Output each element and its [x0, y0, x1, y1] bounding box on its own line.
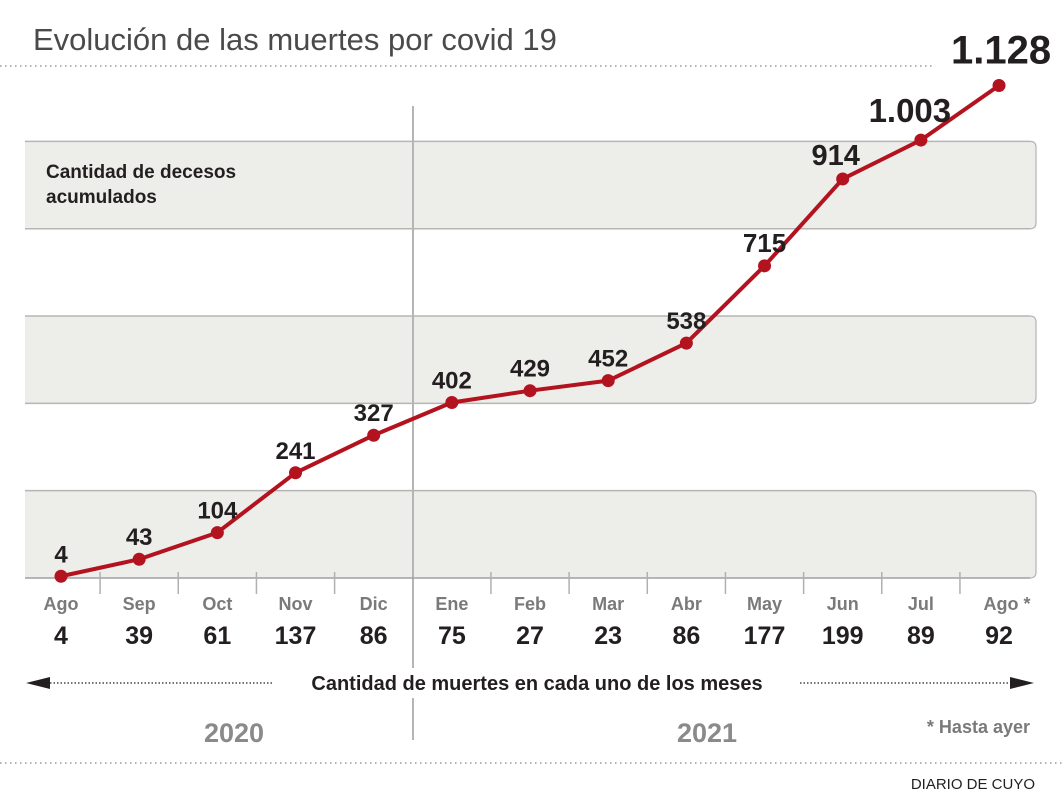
data-label: 241	[275, 438, 315, 465]
monthly-value-label: 23	[594, 622, 622, 650]
grid-band-left-square	[25, 490, 45, 578]
data-point	[210, 526, 224, 540]
data-label: 914	[812, 140, 860, 172]
caption-bg	[274, 668, 800, 698]
data-label: 715	[743, 228, 786, 258]
arrow-right-icon	[1010, 677, 1034, 689]
monthly-value-label: 199	[822, 622, 864, 650]
y-axis-label-line2: acumulados	[46, 187, 157, 208]
x-labels: Ago 4 Sep 39 Oct 61 Nov 137 Dic 86 Ene 75 Feb 27 Mar 23…	[44, 594, 1031, 650]
data-point	[914, 133, 928, 147]
grid-band	[25, 316, 1036, 404]
data-label: 104	[197, 498, 238, 525]
footnote: * Hasta ayer	[927, 717, 1030, 737]
grid-band-right-edge	[1029, 490, 1037, 579]
monthly-value-label: 177	[744, 622, 786, 650]
monthly-value-label: 137	[275, 622, 317, 650]
data-label: 402	[432, 367, 472, 394]
x-tick-label: Oct	[202, 594, 232, 614]
grid-band-left-square	[25, 141, 45, 229]
arrow-left-icon	[26, 677, 50, 689]
monthly-value-label: 39	[125, 622, 153, 650]
monthly-value-label: 89	[907, 622, 935, 650]
data-point	[523, 384, 537, 398]
grid-band-right-edge	[1029, 315, 1037, 404]
monthly-value-label: 61	[203, 622, 231, 650]
data-label: 538	[666, 308, 706, 335]
data-point	[132, 552, 146, 566]
data-point	[836, 172, 850, 186]
series-cumulative: 4 43 104 241 327 402 429 452 538 715 914 1.003 1.128	[54, 29, 1051, 583]
monthly-value-label: 86	[672, 622, 700, 650]
x-tick-label: May	[747, 594, 782, 614]
monthly-value-label: 27	[516, 622, 544, 650]
data-label: 327	[354, 400, 394, 427]
grid-bands	[25, 140, 1037, 579]
data-point	[445, 395, 459, 409]
grid-band	[25, 490, 1036, 578]
data-label: 1.003	[869, 92, 952, 129]
monthly-caption: Cantidad de muertes en cada uno de los m…	[311, 673, 762, 695]
x-axis	[25, 572, 1030, 594]
data-point	[992, 79, 1006, 93]
data-point	[679, 336, 693, 350]
data-point	[54, 569, 68, 583]
year-label-2021: 2021	[677, 718, 737, 748]
x-tick-label: Sep	[123, 594, 156, 614]
x-tick-label: Nov	[279, 594, 313, 614]
monthly-value-label: 92	[985, 622, 1013, 650]
data-label: 1.128	[951, 29, 1051, 73]
x-tick-label: Ene	[435, 594, 468, 614]
chart-title: Evolución de las muertes por covid 19	[33, 22, 557, 57]
x-tick-label: Jul	[908, 594, 934, 614]
x-tick-label: Ago *	[984, 594, 1031, 614]
data-point	[601, 374, 615, 388]
data-label: 429	[510, 356, 550, 383]
x-tick-label: Abr	[671, 594, 702, 614]
monthly-value-label: 86	[360, 622, 388, 650]
x-tick-label: Jun	[827, 594, 859, 614]
x-tick-label: Dic	[360, 594, 388, 614]
data-label: 4	[54, 541, 68, 568]
x-tick-label: Mar	[592, 594, 624, 614]
y-axis-label-line1: Cantidad de decesos	[46, 162, 236, 183]
grid-band	[25, 141, 1036, 229]
x-tick-label: Ago	[44, 594, 79, 614]
monthly-value-label: 75	[438, 622, 466, 650]
year-label-2020: 2020	[204, 718, 264, 748]
monthly-value-label: 4	[54, 622, 68, 650]
grid-band-left-square	[25, 316, 45, 404]
data-point	[758, 259, 772, 273]
x-tick-label: Feb	[514, 594, 546, 614]
data-label: 452	[588, 346, 628, 373]
data-point	[289, 466, 303, 480]
source-credit: DIARIO DE CUYO	[911, 776, 1035, 793]
grid-band-right-edge	[1029, 140, 1037, 230]
data-point	[367, 428, 381, 442]
data-label: 43	[126, 524, 153, 551]
